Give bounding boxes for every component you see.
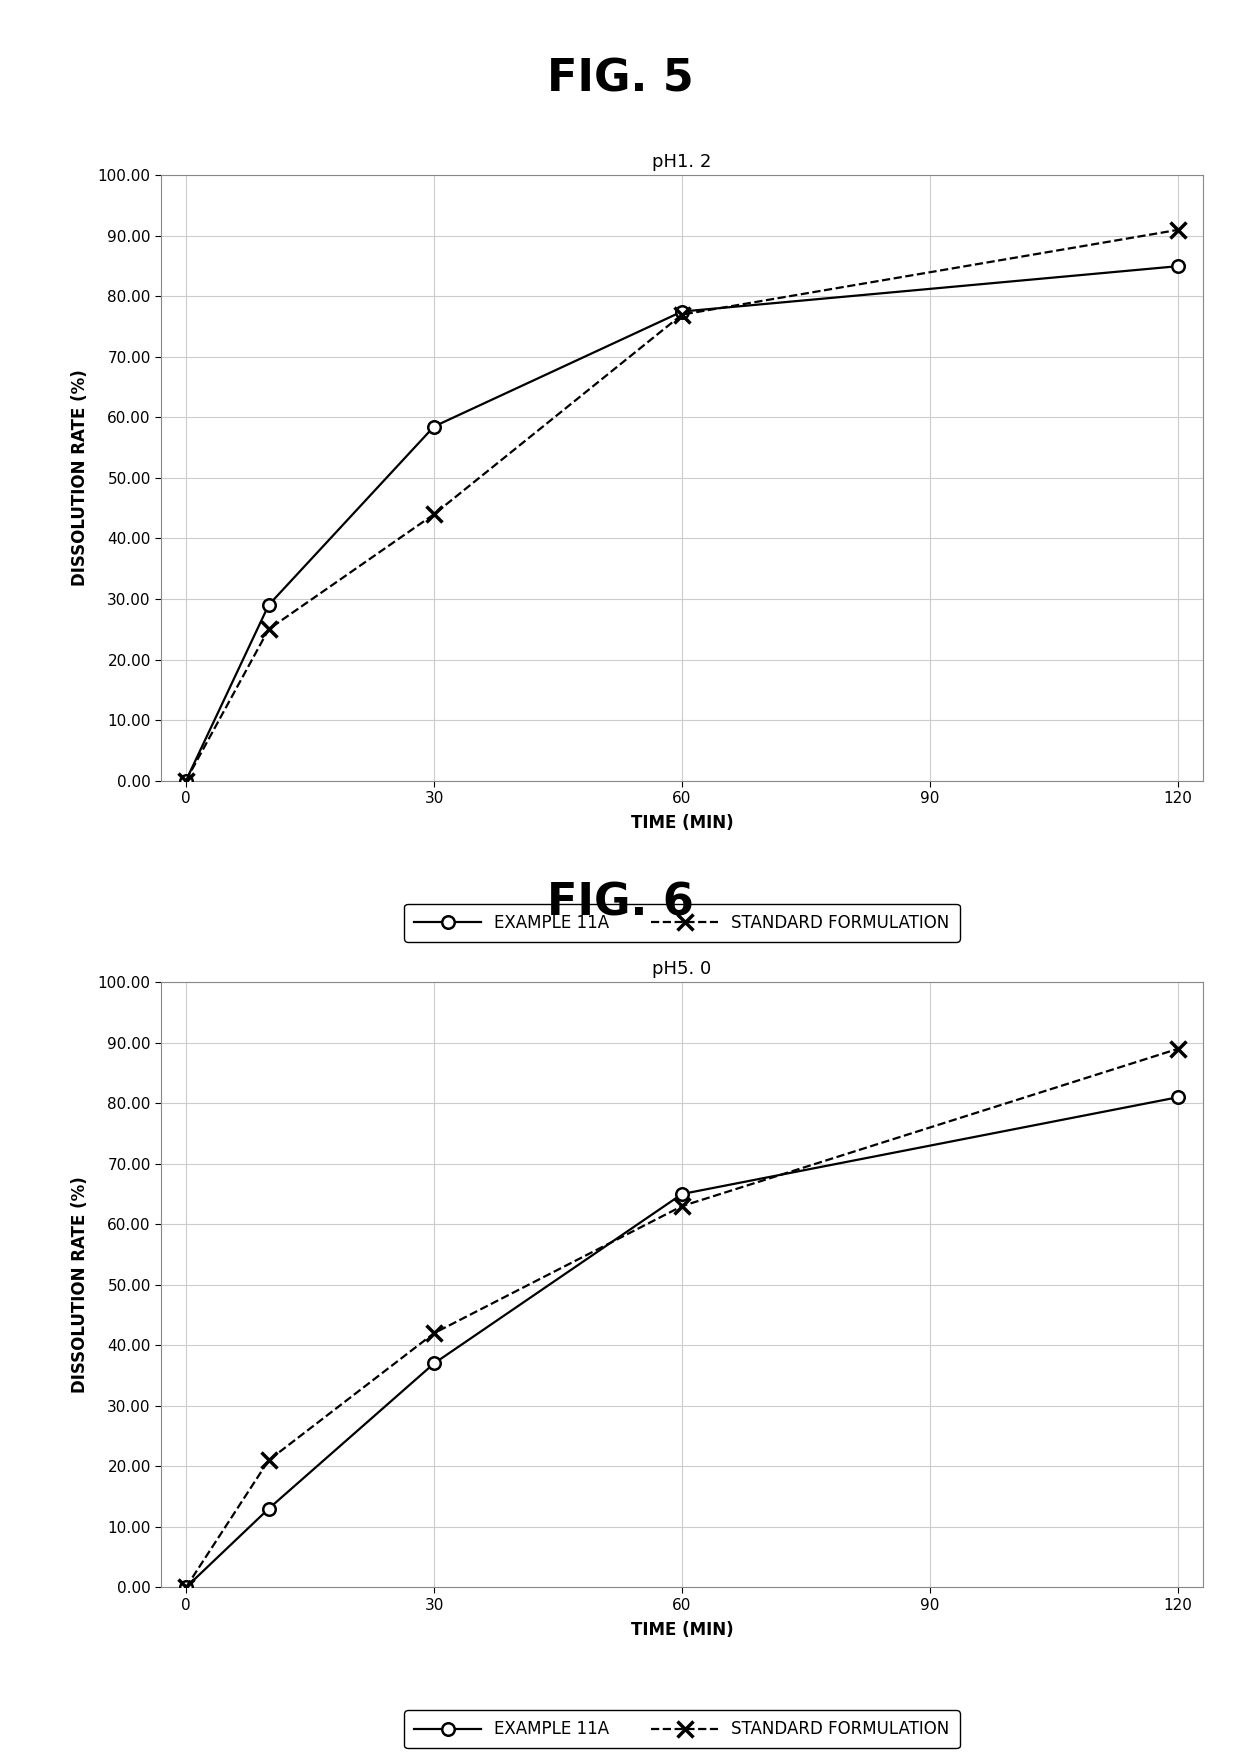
Legend: EXAMPLE 11A, STANDARD FORMULATION: EXAMPLE 11A, STANDARD FORMULATION xyxy=(404,903,960,942)
EXAMPLE 11A xyxy=(1171,256,1185,277)
Text: FIG. 5: FIG. 5 xyxy=(547,58,693,100)
Line: EXAMPLE 11A: EXAMPLE 11A xyxy=(180,260,1184,788)
EXAMPLE 11A xyxy=(262,595,277,616)
STANDARD FORMULATION xyxy=(1171,1038,1185,1059)
STANDARD FORMULATION xyxy=(179,1577,193,1598)
STANDARD FORMULATION xyxy=(179,770,193,791)
STANDARD FORMULATION xyxy=(262,1451,277,1472)
STANDARD FORMULATION xyxy=(427,1323,441,1344)
EXAMPLE 11A xyxy=(675,1184,689,1205)
X-axis label: TIME (MIN): TIME (MIN) xyxy=(631,1621,733,1640)
EXAMPLE 11A xyxy=(1171,1087,1185,1109)
Line: EXAMPLE 11A: EXAMPLE 11A xyxy=(180,1091,1184,1594)
STANDARD FORMULATION xyxy=(1171,219,1185,240)
EXAMPLE 11A xyxy=(427,416,441,437)
Line: STANDARD FORMULATION: STANDARD FORMULATION xyxy=(177,221,1187,789)
EXAMPLE 11A xyxy=(675,302,689,323)
X-axis label: TIME (MIN): TIME (MIN) xyxy=(631,814,733,833)
STANDARD FORMULATION xyxy=(675,303,689,324)
Text: FIG. 6: FIG. 6 xyxy=(547,882,693,924)
STANDARD FORMULATION xyxy=(262,619,277,640)
Title: pH5. 0: pH5. 0 xyxy=(652,959,712,979)
Y-axis label: DISSOLUTION RATE (%): DISSOLUTION RATE (%) xyxy=(72,1177,89,1393)
STANDARD FORMULATION xyxy=(427,503,441,524)
EXAMPLE 11A xyxy=(262,1498,277,1519)
EXAMPLE 11A xyxy=(179,1577,193,1598)
STANDARD FORMULATION xyxy=(675,1196,689,1217)
EXAMPLE 11A xyxy=(179,770,193,791)
EXAMPLE 11A xyxy=(427,1352,441,1373)
Y-axis label: DISSOLUTION RATE (%): DISSOLUTION RATE (%) xyxy=(72,370,89,586)
Line: STANDARD FORMULATION: STANDARD FORMULATION xyxy=(177,1040,1187,1596)
Legend: EXAMPLE 11A, STANDARD FORMULATION: EXAMPLE 11A, STANDARD FORMULATION xyxy=(404,1710,960,1749)
Title: pH1. 2: pH1. 2 xyxy=(652,153,712,172)
